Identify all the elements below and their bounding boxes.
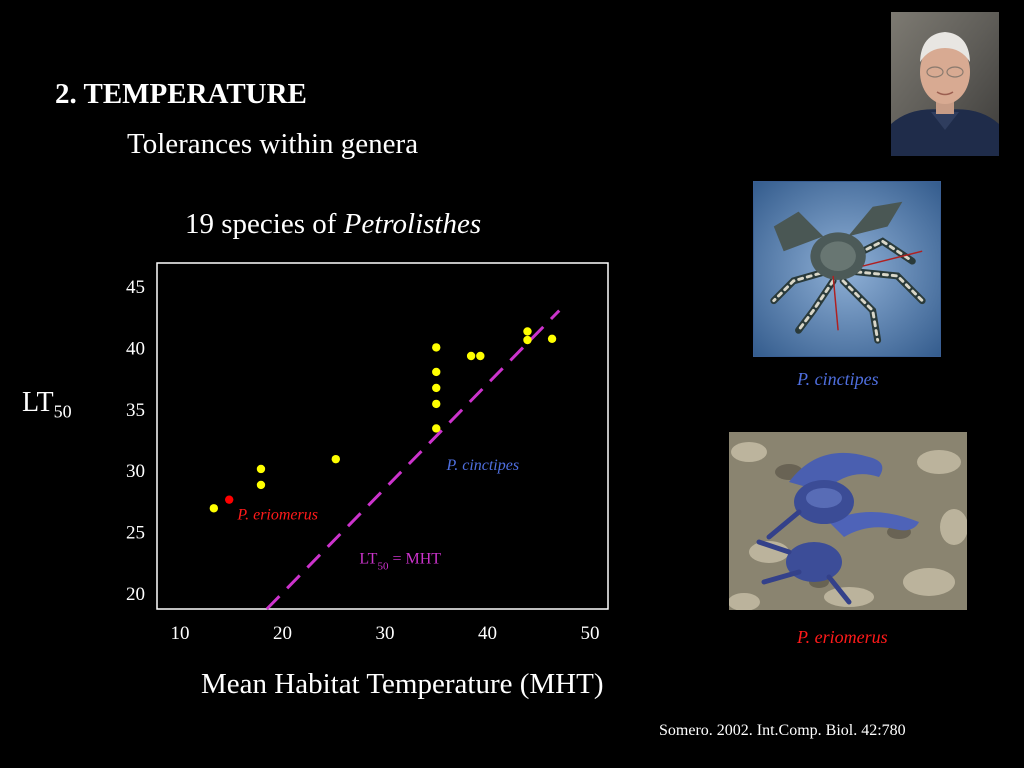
- data-point: [225, 495, 234, 504]
- data-point: [256, 464, 266, 474]
- data-point: [466, 351, 476, 361]
- y-ticks: 20 25 30 35 40 45: [126, 277, 145, 605]
- reference-line-label: LT50 = MHT: [359, 551, 441, 573]
- reference-line: [265, 309, 561, 611]
- crab-photo-eriomerus: [729, 432, 967, 610]
- data-point: [523, 335, 532, 345]
- crab-photo-cinctipes: [753, 181, 941, 357]
- y-tick-label: 35: [126, 400, 145, 421]
- data-point: [432, 367, 441, 377]
- slide-heading: 2. TEMPERATURE: [55, 78, 307, 110]
- data-point: [432, 399, 441, 409]
- data-point: [432, 383, 441, 393]
- y-tick-label: 45: [126, 277, 145, 298]
- y-tick-label: 20: [126, 584, 145, 605]
- crab-caption-cinctipes: P. cinctipes: [797, 369, 879, 389]
- slide-subheading: Tolerances within genera: [127, 128, 419, 160]
- species-annotation: P. cinctipes: [446, 457, 520, 474]
- y-tick-label: 40: [126, 338, 145, 359]
- data-point: [523, 327, 532, 336]
- data-point: [256, 480, 266, 490]
- chart-title-prefix: 19 species of: [185, 208, 344, 240]
- x-tick-label: 40: [478, 623, 497, 644]
- data-point: [432, 343, 441, 352]
- x-tick-label: 10: [171, 623, 190, 644]
- y-axis-label: LT50: [22, 387, 72, 423]
- x-axis-label: Mean Habitat Temperature (MHT): [201, 668, 604, 700]
- citation: Somero. 2002. Int.Comp. Biol. 42:780: [659, 722, 906, 739]
- x-tick-label: 50: [581, 623, 600, 644]
- points-group: [209, 327, 557, 513]
- x-tick-label: 30: [376, 623, 395, 644]
- crab-caption-eriomerus: P. eriomerus: [797, 627, 888, 647]
- data-point: [432, 424, 441, 433]
- x-tick-label: 20: [273, 623, 292, 644]
- x-ticks: 10 20 30 40 50: [171, 623, 600, 644]
- plot-frame: [156, 262, 609, 610]
- data-point: [331, 454, 340, 464]
- data-point: [476, 351, 485, 361]
- chart-title: 19 species of Petrolisthes: [185, 208, 481, 241]
- data-point: [209, 504, 219, 513]
- y-axis-label-sub: 50: [53, 401, 72, 422]
- y-tick-label: 30: [126, 461, 145, 482]
- species-annotation: P. eriomerus: [236, 506, 318, 523]
- y-tick-label: 25: [126, 523, 145, 544]
- reference-line-group: LT50 = MHT: [265, 309, 561, 611]
- y-axis-label-main: LT: [22, 387, 54, 418]
- annotations: P. cinctipes P. eriomerus: [236, 457, 519, 523]
- chart-title-genus: Petrolisthes: [343, 208, 482, 240]
- data-point: [547, 334, 557, 344]
- scientist-portrait-photo: [891, 12, 999, 156]
